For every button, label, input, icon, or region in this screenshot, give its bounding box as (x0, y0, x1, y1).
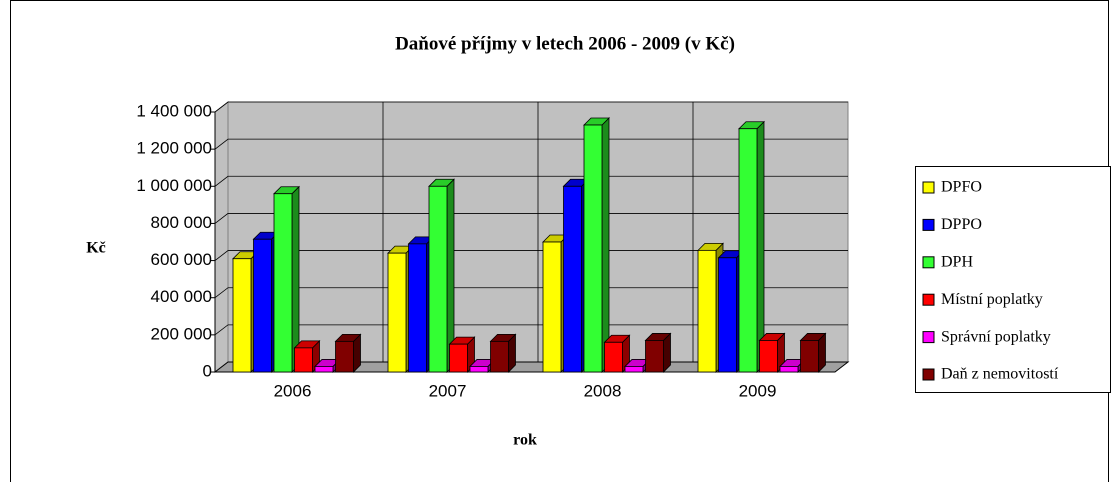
bar (273, 193, 293, 373)
bar (469, 366, 489, 373)
legend-swatch (922, 256, 935, 269)
x-tick-label: 2009 (739, 381, 777, 400)
bar (449, 343, 468, 373)
legend-label: DPFO (941, 179, 982, 196)
bar (294, 347, 313, 373)
y-tick-label: 200 000 (151, 324, 212, 343)
bar (563, 185, 582, 373)
y-tick-label: 1 200 000 (136, 139, 212, 158)
bar (604, 341, 623, 373)
y-tick-label: 1 000 000 (136, 176, 212, 195)
bar (645, 340, 664, 373)
legend-label: DPH (941, 253, 973, 270)
legend-swatch (922, 218, 935, 231)
bar-side (756, 120, 765, 373)
side-wall (214, 100, 229, 374)
legend-label: Daň z nemovitostí (941, 366, 1059, 383)
grid-line (214, 250, 848, 261)
x-tick-label: 2007 (429, 381, 467, 400)
bar (253, 238, 272, 373)
grid-line (214, 175, 848, 187)
bar (738, 128, 758, 373)
bar (800, 340, 819, 373)
legend-swatch (922, 331, 935, 344)
bar (583, 124, 603, 373)
grid-line (214, 213, 848, 224)
y-tick-label: 1 400 000 (136, 101, 212, 120)
bar (779, 366, 799, 373)
bar (490, 340, 509, 373)
legend-label: Správní poplatky (941, 328, 1051, 345)
bar (624, 366, 644, 373)
bar-side (601, 117, 610, 373)
bar (232, 258, 252, 373)
y-tick-label: 600 000 (151, 250, 212, 269)
y-axis-label: Kč (86, 240, 106, 257)
bar (387, 252, 407, 373)
legend-swatch (922, 181, 935, 194)
bar (335, 340, 354, 373)
bar (697, 249, 717, 373)
grid-line (214, 101, 848, 113)
bar (718, 257, 737, 373)
bar (428, 185, 448, 373)
x-tick-label: 2008 (584, 381, 622, 400)
bar (408, 243, 427, 373)
bar (759, 340, 778, 373)
bar (542, 241, 562, 373)
x-axis-label: rok (513, 432, 537, 449)
y-tick-label: 0 (203, 361, 212, 380)
chart-title: Daňové příjmy v letech 2006 - 2009 (v Kč… (395, 33, 735, 54)
grid-line (214, 138, 848, 150)
legend-label: DPPO (941, 216, 982, 233)
y-tick-label: 800 000 (151, 213, 212, 232)
legend-label: Místní poplatky (941, 291, 1043, 308)
legend (915, 166, 1111, 393)
bar (314, 366, 334, 373)
x-tick-label: 2006 (274, 381, 312, 400)
y-tick-label: 400 000 (151, 287, 212, 306)
grid-line (214, 324, 848, 336)
legend-swatch (922, 368, 935, 381)
grid-line (214, 287, 848, 299)
legend-swatch (922, 293, 935, 306)
